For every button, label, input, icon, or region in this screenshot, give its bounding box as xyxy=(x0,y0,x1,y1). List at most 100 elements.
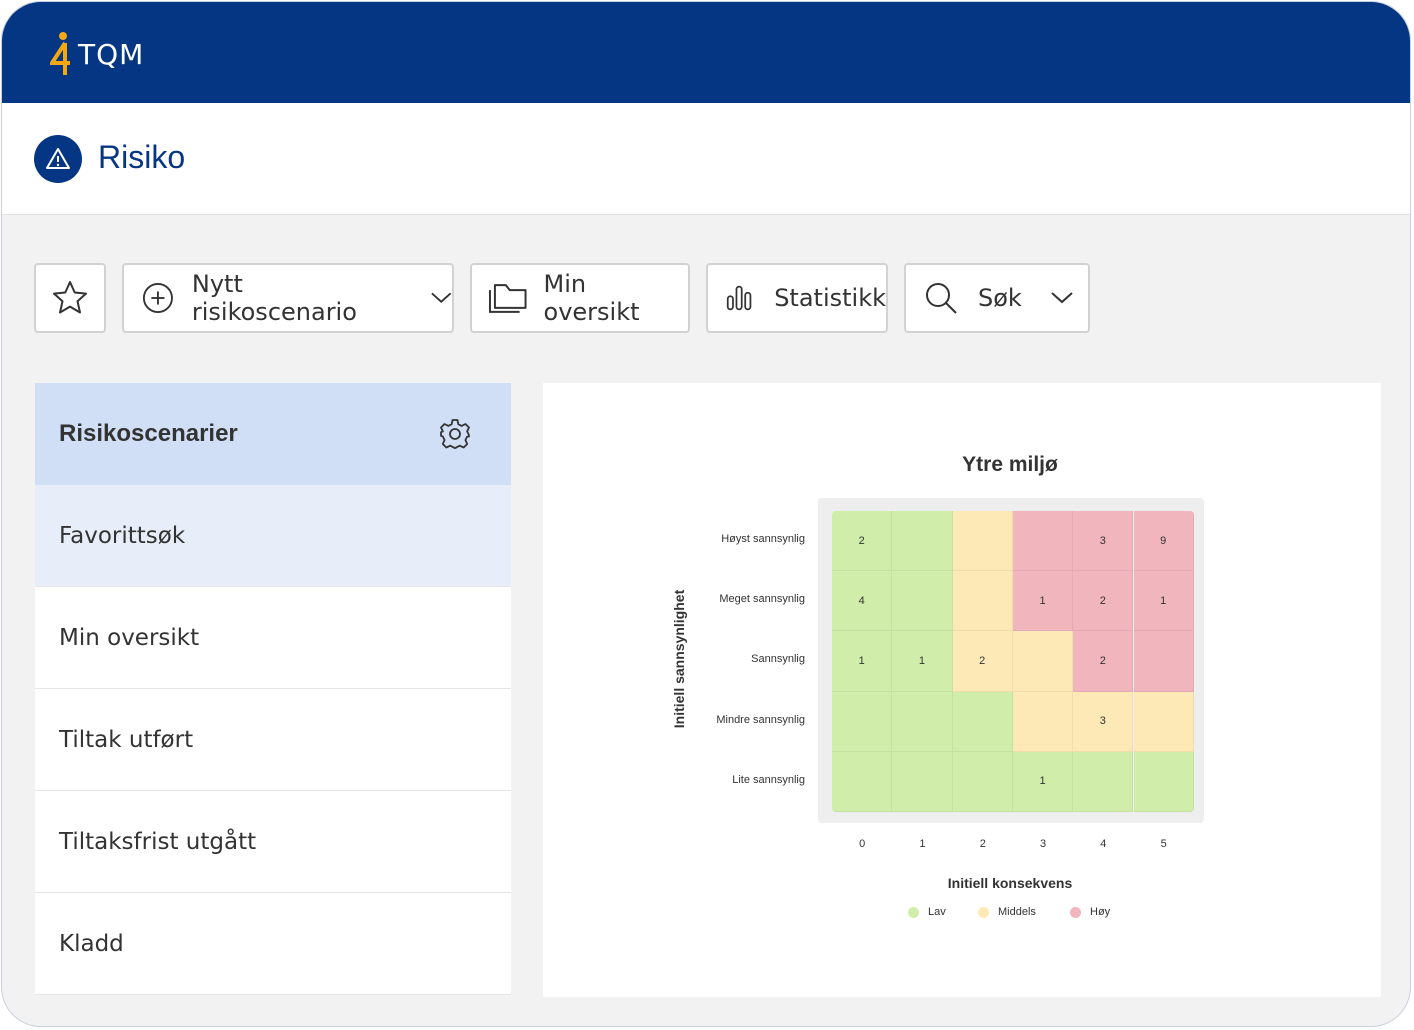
y-axis-label: Meget sannsynlig xyxy=(719,593,805,606)
x-axis-tick: 2 xyxy=(979,838,986,850)
matrix-cell[interactable]: 1 xyxy=(892,631,953,692)
matrix-cell[interactable] xyxy=(892,751,953,812)
matrix-cell-count: 3 xyxy=(1099,715,1106,728)
new-risk-scenario-label: Nytt risikoscenario xyxy=(191,270,357,326)
matrix-cell[interactable] xyxy=(952,571,1013,632)
y-axis-label: Høyst sannsynlig xyxy=(721,533,805,545)
sidebar-item-favorittsok[interactable]: Favorittsøk xyxy=(35,485,511,587)
risk-matrix-panel: Ytre miljø 2 3 9 4 1 2 1 1 1 2 2 3 1 Høyst sannsynli… xyxy=(543,383,1381,997)
matrix-cell[interactable] xyxy=(952,511,1013,572)
matrix-cell-count: 1 xyxy=(1039,594,1046,607)
legend-dot xyxy=(978,906,989,918)
matrix-cell[interactable] xyxy=(832,751,893,812)
matrix-cell[interactable]: 3 xyxy=(1073,691,1134,752)
matrix-cell-count: 1 xyxy=(858,654,865,667)
my-overview-label: Min oversikt xyxy=(543,270,640,326)
x-axis-tick: 3 xyxy=(1039,838,1047,850)
search-icon xyxy=(926,283,957,314)
matrix-cell-count: 2 xyxy=(1099,654,1106,667)
add-circle-icon xyxy=(142,283,173,313)
y-axis-label: Mindre sannsynlig xyxy=(716,713,805,726)
matrix-cell[interactable] xyxy=(892,511,953,572)
matrix-cell[interactable] xyxy=(1133,691,1194,752)
legend-label: Lav xyxy=(928,906,946,918)
matrix-cell-count: 2 xyxy=(979,654,986,667)
matrix-cell[interactable] xyxy=(892,571,953,632)
page-header: Risiko xyxy=(2,103,1410,215)
matrix-cell[interactable] xyxy=(952,751,1013,812)
statistics-label: Statistikk xyxy=(774,284,886,312)
matrix-cell[interactable] xyxy=(1133,631,1194,692)
x-axis-tick: 0 xyxy=(859,838,866,850)
warning-triangle-icon xyxy=(34,135,82,183)
legend-item[interactable]: Middels xyxy=(978,906,1036,918)
sidebar-header: Risikoscenarier xyxy=(35,383,511,485)
matrix-cell[interactable]: 3 xyxy=(1073,511,1134,572)
matrix-cell[interactable]: 1 xyxy=(1012,571,1074,632)
chevron-down-icon[interactable] xyxy=(1050,291,1074,305)
legend-item[interactable]: Lav xyxy=(908,906,946,918)
legend-label: Middels xyxy=(998,906,1036,918)
matrix-cell[interactable] xyxy=(1012,691,1074,752)
matrix-cell[interactable]: 1 xyxy=(1012,751,1074,812)
legend-dot xyxy=(1070,906,1081,918)
matrix-cell[interactable]: 2 xyxy=(832,511,893,572)
search-button[interactable]: Søk xyxy=(904,263,1090,333)
my-overview-button[interactable]: Min oversikt xyxy=(470,263,690,333)
x-axis-tick: 5 xyxy=(1160,838,1167,850)
bar-chart-icon xyxy=(726,285,752,311)
y-axis-label: Sannsynlig xyxy=(751,653,805,666)
y-axis-title: Initiell sannsynlighet xyxy=(671,589,687,729)
matrix-cell[interactable] xyxy=(1012,511,1074,572)
matrix-cell[interactable]: 1 xyxy=(832,631,893,692)
matrix-cell[interactable]: 4 xyxy=(832,571,893,632)
logo-mark-icon xyxy=(50,32,70,75)
matrix-cell[interactable] xyxy=(832,691,893,752)
star-icon xyxy=(53,281,87,314)
x-axis-title: Initiell konsekvens xyxy=(947,875,1073,891)
sidebar: Risikoscenarier Favorittsøk Min oversikt… xyxy=(35,383,511,995)
chart-title: Ytre miljø xyxy=(962,453,1058,476)
matrix-cell-count: 9 xyxy=(1160,534,1167,547)
matrix-cell[interactable] xyxy=(1133,751,1194,812)
legend-label: Høy xyxy=(1090,906,1111,918)
sidebar-item-kladd[interactable]: Kladd xyxy=(35,893,511,995)
matrix-cell-count: 2 xyxy=(1099,594,1106,607)
sidebar-item-tiltaksfrist-utgatt[interactable]: Tiltaksfrist utgått xyxy=(35,791,511,893)
legend-item[interactable]: Høy xyxy=(1070,906,1110,918)
matrix-cell[interactable]: 1 xyxy=(1133,571,1194,632)
app-logo[interactable]: TQM xyxy=(50,30,144,78)
favorite-button[interactable] xyxy=(34,263,106,333)
legend-dot xyxy=(908,906,919,918)
page-title: Risiko xyxy=(98,139,186,175)
search-label: Søk xyxy=(978,284,1022,312)
folder-icon xyxy=(488,284,527,313)
top-bar: TQM xyxy=(2,2,1410,103)
matrix-cell[interactable] xyxy=(892,691,953,752)
matrix-cell[interactable]: 9 xyxy=(1133,511,1194,572)
matrix-cell-count: 3 xyxy=(1099,534,1106,547)
statistics-button[interactable]: Statistikk xyxy=(706,263,888,333)
gear-icon[interactable] xyxy=(439,418,471,450)
sidebar-item-min-oversikt[interactable]: Min oversikt xyxy=(35,587,511,689)
logo-text: TQM xyxy=(78,37,145,71)
matrix-cell-count: 1 xyxy=(918,654,925,667)
matrix-cell-count: 2 xyxy=(858,534,865,547)
sidebar-header-label: Risikoscenarier xyxy=(59,420,238,447)
matrix-cell-count: 4 xyxy=(858,594,865,607)
matrix-cell[interactable]: 2 xyxy=(1073,571,1134,632)
matrix-cell[interactable] xyxy=(952,691,1013,752)
y-axis-label: Lite sannsynlig xyxy=(732,773,805,786)
matrix-cell-count: 1 xyxy=(1039,775,1046,788)
x-axis-tick: 4 xyxy=(1100,838,1107,850)
sidebar-item-tiltak-utfort[interactable]: Tiltak utført xyxy=(35,689,511,791)
x-axis-tick: 1 xyxy=(919,838,926,850)
matrix-cell[interactable]: 2 xyxy=(952,631,1013,692)
new-risk-scenario-button[interactable]: Nytt risikoscenario xyxy=(122,263,454,333)
matrix-cell[interactable] xyxy=(1012,631,1074,692)
matrix-cell[interactable] xyxy=(1073,751,1134,812)
chevron-down-icon[interactable] xyxy=(430,291,453,305)
matrix-cell-count: 1 xyxy=(1160,594,1167,607)
matrix-cell[interactable]: 2 xyxy=(1073,631,1134,692)
